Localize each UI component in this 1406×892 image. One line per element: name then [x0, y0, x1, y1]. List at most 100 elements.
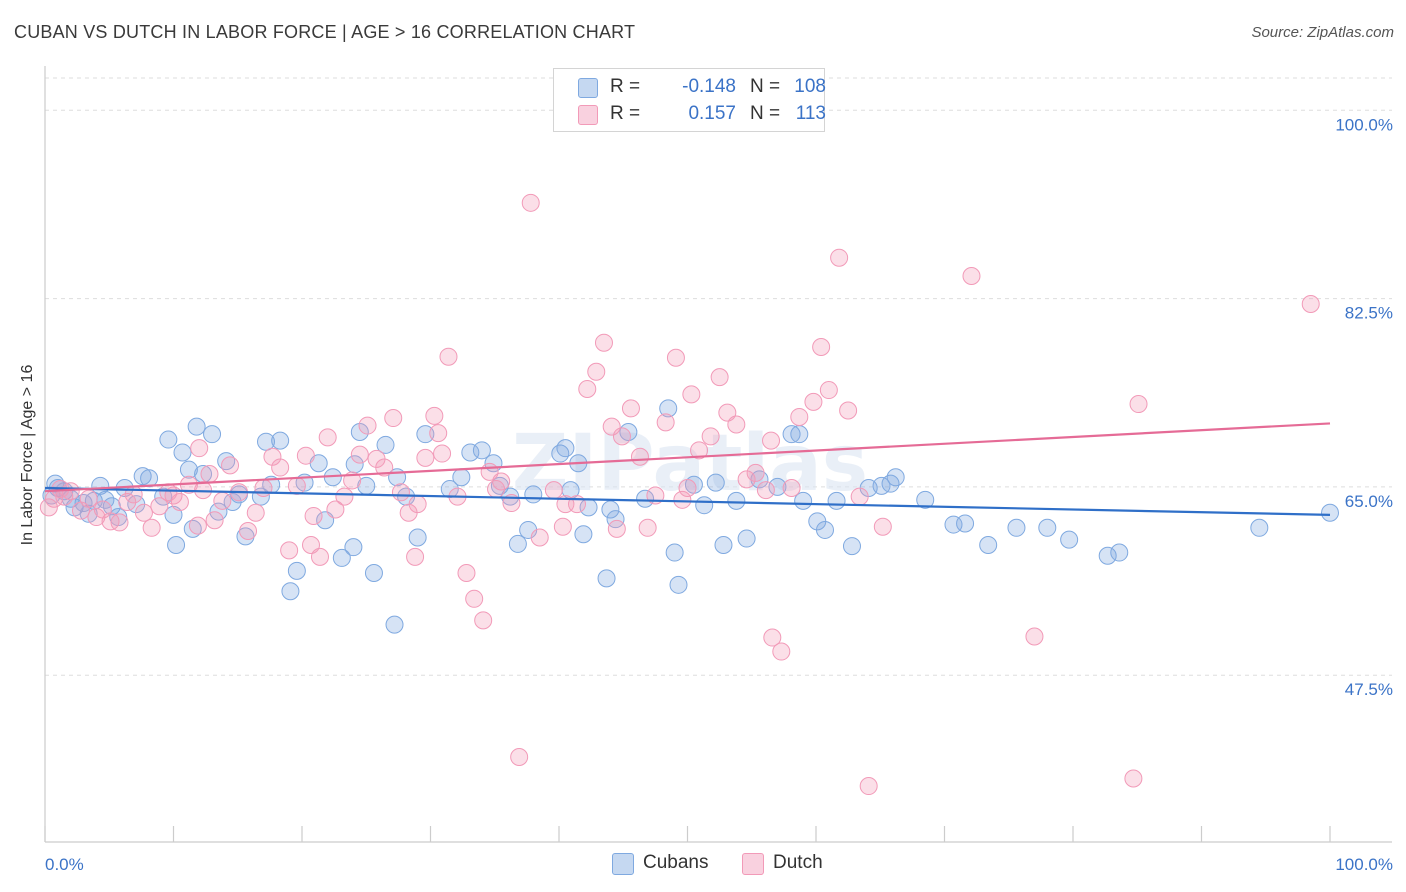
- point-cubans: [524, 485, 543, 504]
- point-dutch: [850, 487, 869, 506]
- point-dutch: [350, 445, 369, 464]
- point-cubans: [815, 520, 834, 539]
- point-cubans: [440, 480, 459, 499]
- point-dutch: [254, 478, 273, 497]
- point-cubans: [606, 510, 625, 529]
- legend-swatch-dutch: [742, 853, 764, 875]
- point-dutch: [429, 424, 448, 443]
- point-dutch: [124, 485, 143, 504]
- point-cubans: [916, 490, 935, 509]
- point-dutch: [170, 492, 189, 511]
- n-label: N =: [750, 103, 781, 124]
- point-dutch: [746, 463, 765, 482]
- point-cubans: [659, 399, 678, 418]
- point-dutch: [1129, 395, 1148, 414]
- x-tick-label: 100.0%: [1335, 855, 1393, 874]
- n-value: 113: [795, 103, 826, 124]
- point-dutch: [678, 478, 697, 497]
- legend-label-cubans: Cubans: [643, 852, 709, 873]
- point-cubans: [601, 500, 620, 519]
- point-cubans: [1060, 530, 1079, 549]
- point-cubans: [979, 536, 998, 555]
- point-dutch: [335, 487, 354, 506]
- point-cubans: [173, 443, 192, 462]
- point-dutch: [578, 379, 597, 398]
- point-dutch: [727, 415, 746, 434]
- trend-lines: [44, 422, 1331, 516]
- point-dutch: [673, 490, 692, 509]
- point-dutch: [150, 497, 169, 516]
- point-cubans: [257, 432, 276, 451]
- point-dutch: [612, 427, 631, 446]
- point-cubans: [408, 528, 427, 547]
- point-cubans: [140, 469, 159, 488]
- point-cubans: [827, 491, 846, 510]
- point-cubans: [597, 569, 616, 588]
- point-dutch: [710, 368, 729, 387]
- point-dutch: [830, 248, 849, 267]
- point-dutch: [271, 458, 290, 477]
- point-dutch: [439, 347, 458, 366]
- point-dutch: [762, 431, 781, 450]
- point-cubans: [714, 536, 733, 555]
- point-dutch: [134, 503, 153, 522]
- n-value: 108: [794, 76, 826, 97]
- point-dutch: [142, 518, 161, 537]
- point-cubans: [881, 474, 900, 493]
- point-cubans: [332, 548, 351, 567]
- point-dutch: [804, 392, 823, 411]
- point-cubans: [183, 519, 202, 538]
- point-dutch: [873, 517, 892, 536]
- legend-label-dutch: Dutch: [773, 852, 823, 873]
- point-dutch: [812, 338, 831, 357]
- point-dutch: [190, 439, 209, 458]
- point-dutch: [1025, 627, 1044, 646]
- point-dutch: [521, 193, 540, 212]
- source-label: Source: ZipAtlas.com: [1251, 24, 1394, 41]
- point-cubans: [636, 489, 655, 508]
- legend-swatch-dutch: [578, 105, 598, 125]
- point-cubans: [209, 502, 228, 521]
- point-dutch: [304, 506, 323, 525]
- axes: [44, 66, 1392, 843]
- data-points: [39, 193, 1339, 796]
- point-cubans: [1321, 503, 1339, 522]
- point-cubans: [872, 476, 891, 495]
- point-dutch: [465, 589, 484, 608]
- point-dutch: [391, 483, 410, 502]
- point-cubans: [1250, 518, 1269, 537]
- point-dutch: [530, 528, 549, 547]
- point-dutch: [630, 447, 649, 466]
- point-dutch: [188, 516, 207, 535]
- y-tick-label: 65.0%: [1345, 492, 1393, 511]
- point-dutch: [280, 541, 299, 560]
- stats-legend: R = -0.148 N = 108 R = 0.157 N = 113: [553, 68, 826, 132]
- point-dutch: [118, 492, 137, 511]
- point-dutch: [666, 348, 685, 367]
- point-dutch: [384, 409, 403, 428]
- point-dutch: [1124, 769, 1143, 788]
- point-dutch: [318, 428, 337, 447]
- point-cubans: [794, 491, 813, 510]
- point-cubans: [669, 575, 688, 594]
- point-dutch: [205, 511, 224, 530]
- point-cubans: [727, 491, 746, 510]
- point-cubans: [281, 582, 300, 601]
- point-dutch: [594, 333, 613, 352]
- point-dutch: [701, 427, 720, 446]
- point-dutch: [962, 266, 981, 285]
- point-cubans: [1098, 546, 1117, 565]
- point-dutch: [221, 456, 240, 475]
- point-dutch: [682, 385, 701, 404]
- point-dutch: [358, 416, 377, 435]
- point-dutch: [425, 406, 444, 425]
- point-cubans: [385, 615, 404, 634]
- series-cubans: [42, 399, 1339, 634]
- point-dutch: [553, 517, 572, 536]
- point-dutch: [492, 472, 511, 491]
- point-cubans: [956, 514, 975, 533]
- point-cubans: [133, 467, 152, 486]
- point-dutch: [457, 563, 476, 582]
- point-dutch: [101, 512, 120, 531]
